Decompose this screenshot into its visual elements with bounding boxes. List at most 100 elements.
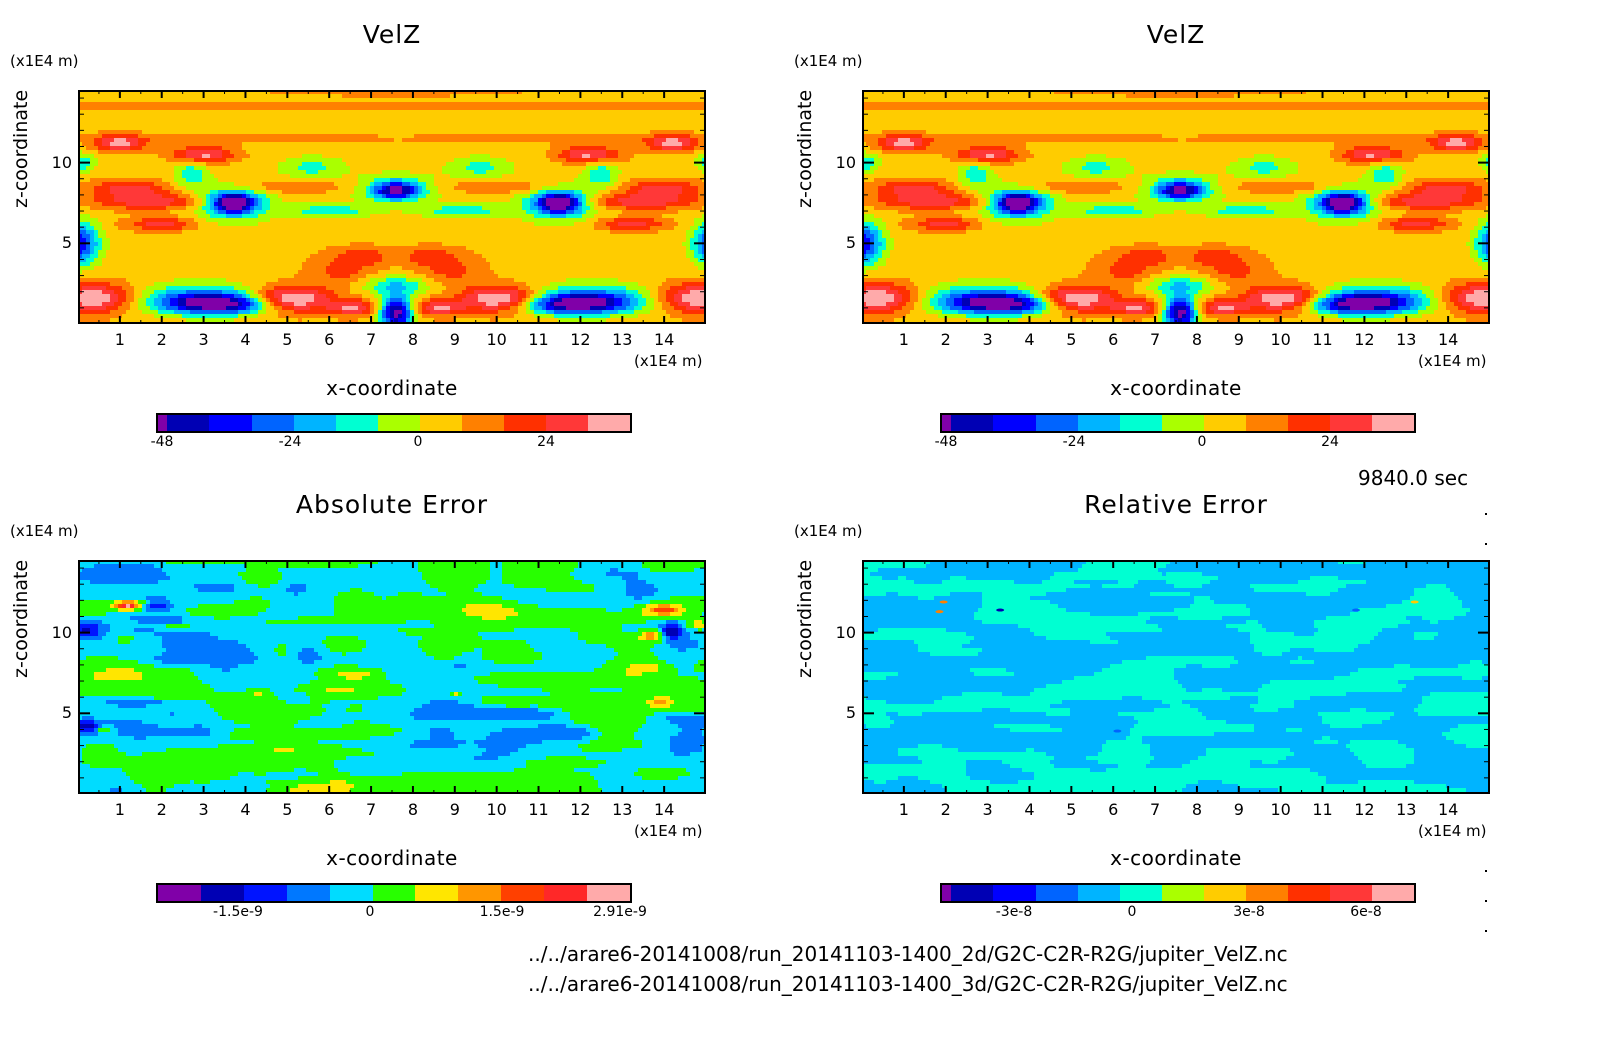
contour-cell <box>1422 290 1435 295</box>
contour-cell <box>1442 294 1451 299</box>
contour-cell <box>1186 198 1203 203</box>
contour-cell <box>1010 158 1027 163</box>
contour-cell <box>538 604 635 609</box>
contour-cell <box>1162 298 1167 303</box>
contour-cell <box>230 150 247 155</box>
x-tick-label: 4 <box>240 800 251 819</box>
contour-cell <box>414 740 467 745</box>
contour-cell <box>186 186 251 191</box>
contour-cell <box>126 792 155 794</box>
contour-cell <box>1110 664 1187 669</box>
contour-cell <box>1310 290 1319 295</box>
contour-cell <box>1230 274 1247 279</box>
contour-cell <box>78 138 95 143</box>
contour-cell <box>434 182 459 187</box>
contour-cell <box>578 564 643 569</box>
contour-cell <box>1334 214 1351 219</box>
contour-cell <box>1006 154 1019 159</box>
contour-cell <box>1462 222 1479 227</box>
contour-cell <box>1318 202 1323 207</box>
contour-cell <box>502 604 539 609</box>
contour-cell <box>1438 302 1447 307</box>
contour-cell <box>1450 290 1463 295</box>
contour-cell <box>1306 298 1311 303</box>
contour-cell <box>1010 728 1063 733</box>
contour-cell <box>874 170 959 175</box>
contour-cell <box>106 632 155 637</box>
contour-cell <box>698 644 706 649</box>
contour-cell <box>154 792 175 794</box>
contour-cell <box>1462 302 1475 307</box>
contour-cell <box>666 294 675 299</box>
contour-plot <box>862 90 1490 324</box>
contour-cell <box>1006 294 1019 299</box>
contour-cell <box>118 218 143 223</box>
contour-cell <box>410 792 607 794</box>
contour-cell <box>1238 660 1291 665</box>
contour-cell <box>90 250 95 255</box>
contour-cell <box>230 668 319 673</box>
contour-cell <box>1014 150 1031 155</box>
contour-cell <box>330 262 375 267</box>
contour-cell <box>1286 174 1363 179</box>
contour-cell <box>1002 190 1031 195</box>
contour-cell <box>390 266 403 271</box>
contour-cell <box>94 676 143 681</box>
contour-cell <box>1166 186 1171 191</box>
contour-cell <box>862 286 867 291</box>
contour-cell <box>926 226 967 231</box>
contour-cell <box>1218 182 1243 187</box>
contour-cell <box>682 604 706 609</box>
contour-cell <box>98 254 107 259</box>
contour-cell <box>1246 620 1259 625</box>
contour-cell <box>426 194 443 199</box>
contour-cell <box>362 286 375 291</box>
contour-cell <box>270 198 283 203</box>
contour-cell <box>102 620 139 625</box>
contour-cell <box>298 270 327 275</box>
colorbar-swatch <box>1077 885 1120 901</box>
contour-cell <box>166 158 195 163</box>
contour-cell <box>258 612 335 617</box>
contour-cell <box>978 202 987 207</box>
contour-cell <box>146 600 151 605</box>
contour-cell <box>698 154 706 159</box>
contour-cell <box>266 306 275 311</box>
contour-cell <box>354 190 367 195</box>
contour-cell <box>1166 294 1175 299</box>
contour-cell <box>1206 310 1215 315</box>
contour-cell <box>1326 286 1343 291</box>
contour-cell <box>1198 314 1203 319</box>
contour-cell <box>390 198 403 203</box>
contour-cell <box>654 142 663 147</box>
contour-cell <box>1174 290 1187 295</box>
colorbar-swatch <box>286 885 330 901</box>
contour-cell <box>98 158 167 163</box>
contour-cell <box>414 318 419 323</box>
contour-cell <box>582 206 591 211</box>
contour-cell <box>1154 298 1163 303</box>
contour-cell <box>1258 250 1471 255</box>
contour-cell <box>382 298 387 303</box>
x-tick-label: 7 <box>365 800 377 819</box>
contour-cell <box>674 306 687 311</box>
contour-cell <box>414 190 419 195</box>
contour-cell <box>590 154 607 159</box>
contour-cell <box>1198 310 1203 315</box>
contour-cell <box>198 222 219 227</box>
contour-cell <box>1318 772 1490 777</box>
contour-cell <box>378 318 383 323</box>
contour-cell <box>222 202 247 207</box>
contour-cell <box>338 318 359 323</box>
contour-cell <box>1046 306 1051 311</box>
contour-cell <box>626 580 647 585</box>
contour-cell <box>94 724 99 729</box>
contour-cell <box>1266 254 1471 259</box>
contour-cell <box>1394 170 1407 175</box>
contour-cell <box>458 744 479 749</box>
contour-cell <box>314 648 331 653</box>
contour-cell <box>346 652 427 657</box>
contour-cell <box>78 290 83 295</box>
contour-cell <box>502 174 579 179</box>
contour-cell <box>414 186 419 191</box>
